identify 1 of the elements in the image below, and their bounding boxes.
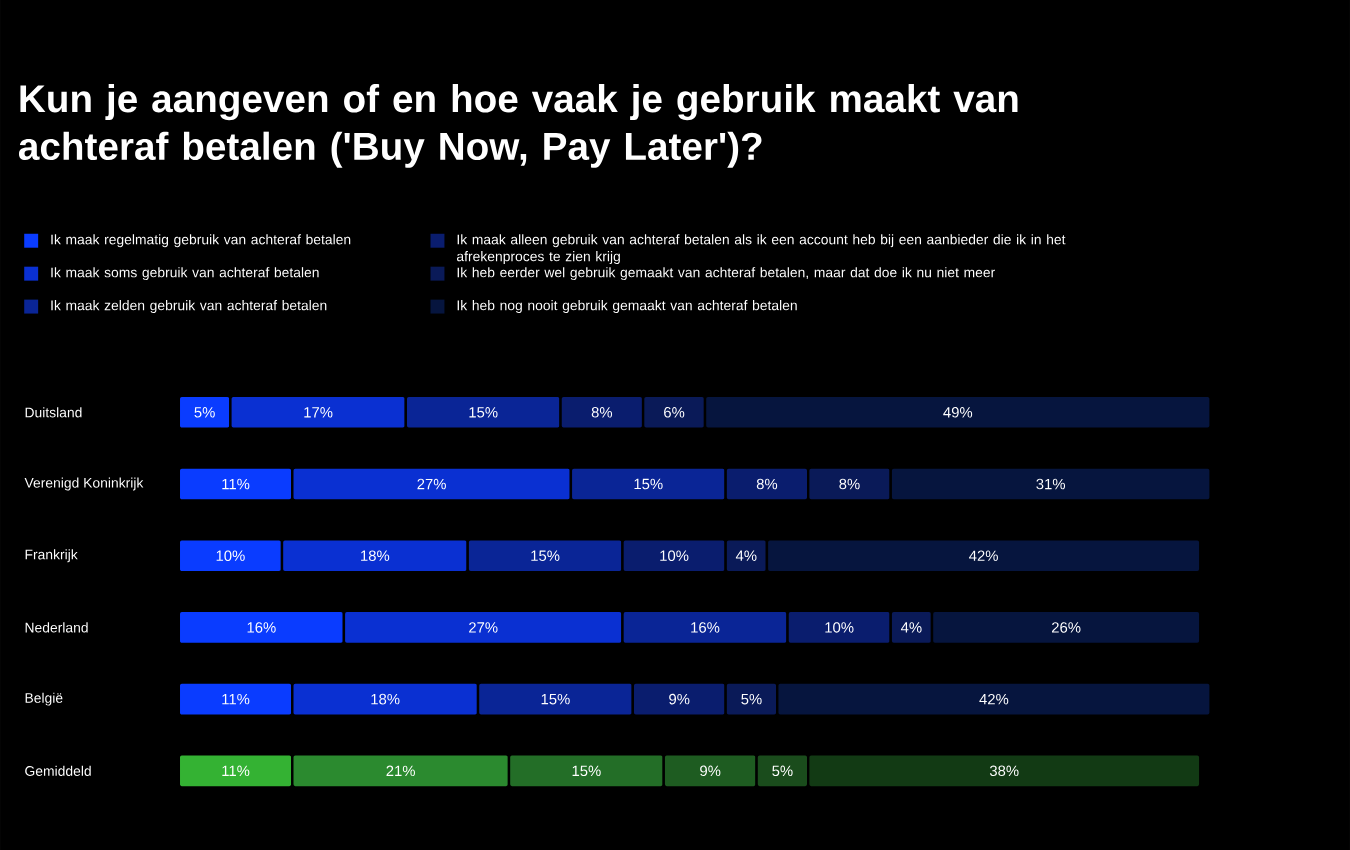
chart-title: Kun je aangeven of en hoe vaak je gebruik maakt van achteraf betalen ('Buy Now, Pay Later')? [19, 83, 1018, 168]
